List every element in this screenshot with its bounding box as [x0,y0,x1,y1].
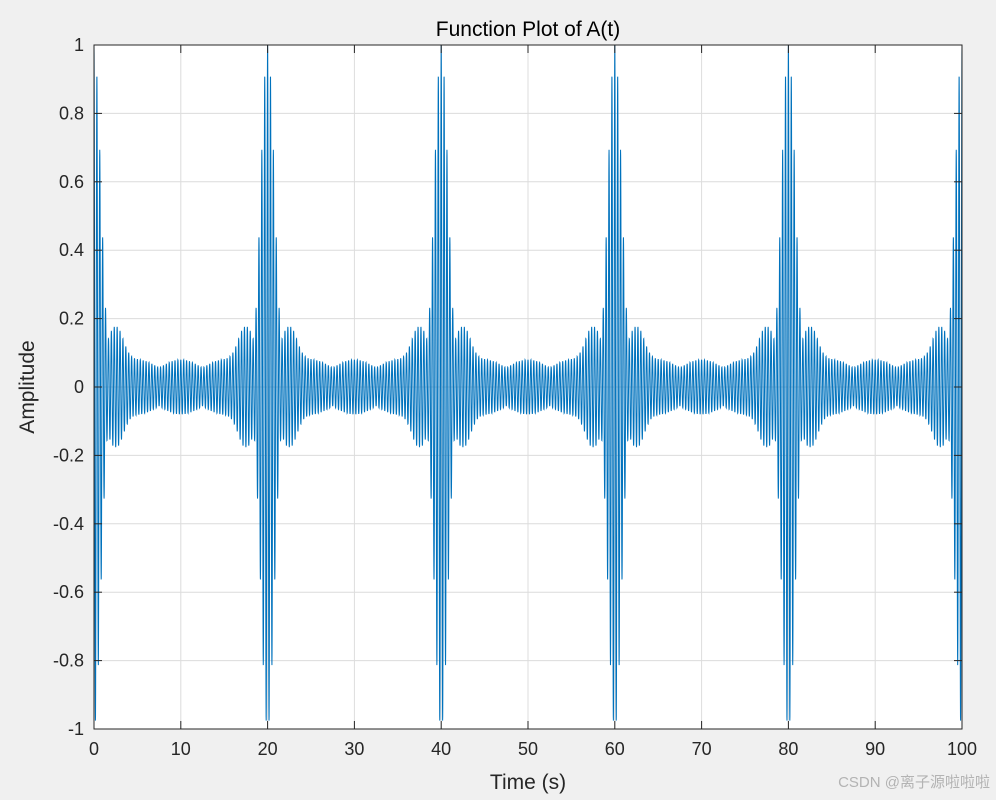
chart-title: Function Plot of A(t) [436,18,620,41]
x-tick-label: 50 [518,739,538,759]
x-tick-label: 80 [778,739,798,759]
y-tick-label: -1 [68,719,84,739]
y-axis-label: Amplitude [16,340,39,433]
x-tick-label: 10 [171,739,191,759]
x-tick-label: 90 [865,739,885,759]
series-line [93,44,963,721]
x-tick-label: 40 [431,739,451,759]
y-tick-label: 0.4 [59,240,84,260]
x-tick-label: 70 [692,739,712,759]
x-axis-label: Time (s) [490,771,566,794]
watermark: CSDN @离子源啦啦啦 [838,774,990,791]
y-tick-label: -0.2 [53,445,84,465]
x-tick-label: 0 [89,739,99,759]
y-tick-label: 1 [74,35,84,55]
y-tick-label: 0 [74,377,84,397]
y-tick-label: 0.2 [59,309,84,329]
x-tick-label: 20 [258,739,278,759]
x-axis: 0 10 20 30 40 50 60 70 80 90 100 [89,45,977,759]
y-tick-label: 0.8 [59,103,84,123]
x-tick-label: 100 [947,739,977,759]
y-tick-label: 0.6 [59,172,84,192]
y-tick-label: -0.4 [53,514,84,534]
y-axis: -1 -0.8 -0.6 -0.4 -0.2 0 0.2 0.4 0.6 0.8 1 [53,35,962,739]
y-tick-label: -0.6 [53,582,84,602]
x-tick-label: 30 [344,739,364,759]
x-tick-label: 60 [605,739,625,759]
y-tick-label: -0.8 [53,651,84,671]
